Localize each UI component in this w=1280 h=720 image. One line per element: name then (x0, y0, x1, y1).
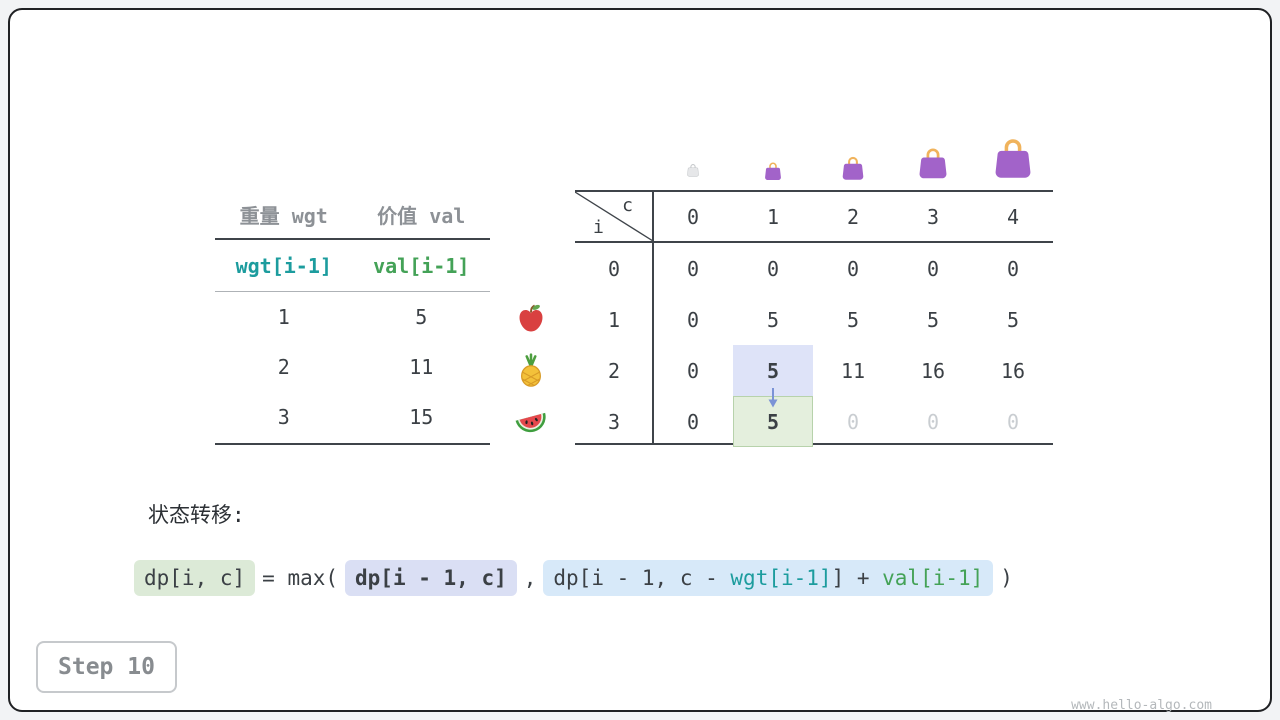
dp-cell: 0 (846, 409, 860, 434)
val-var-cell: val[i-1] (373, 253, 470, 278)
table-row: 重量 wgt 价值 val (215, 190, 490, 240)
table-row: 3 0 5 0 0 0 (575, 396, 1053, 447)
dp-row-header: 3 (607, 409, 621, 434)
formula-arg2-prefix: dp[i - 1, c - (553, 566, 731, 590)
dp-row-header: 1 (607, 307, 621, 332)
table-row: 3 15 (215, 392, 490, 442)
dp-table-divider (652, 192, 654, 443)
weights-header-wgt: 重量 wgt (239, 203, 328, 228)
formula-close-paren: ) (1000, 566, 1013, 590)
dp-cell: 0 (1006, 409, 1020, 434)
dp-cell: 0 (686, 358, 700, 383)
wgt-cell: 1 (277, 305, 290, 329)
table-row: 2 0 5 11 16 16 (575, 345, 1053, 396)
dp-col-header: 0 (686, 204, 700, 229)
table-row: 0 0 0 0 0 0 (575, 243, 1053, 294)
dp-cell: 0 (766, 256, 780, 281)
bag-icon-capacity-4 (991, 136, 1035, 184)
formula-arg2: dp[i - 1, c - wgt[i-1]] + val[i-1] (543, 560, 994, 596)
dp-cell: 0 (926, 256, 940, 281)
formula-arg2-mid: ] + (831, 566, 883, 590)
dp-cell: 11 (840, 358, 866, 383)
step-badge: Step 10 (36, 641, 177, 693)
bag-icon-capacity-0 (686, 162, 700, 181)
dp-cell: 0 (686, 409, 700, 434)
dp-cell: 16 (1000, 358, 1026, 383)
dp-cell-highlight-source: 5 (733, 345, 813, 396)
dp-cell: 16 (920, 358, 946, 383)
dp-col-header: 1 (766, 204, 780, 229)
row-var-label: i (593, 217, 604, 238)
bag-icon-capacity-3 (916, 146, 950, 184)
table-row: c i 0 1 2 3 4 (575, 192, 1053, 243)
dp-cell-highlight-target: 5 (733, 396, 813, 447)
dp-col-header: 3 (926, 204, 940, 229)
dp-cell: 0 (1006, 256, 1020, 281)
dp-cell: 0 (926, 409, 940, 434)
formula-arg2-val: val[i-1] (882, 566, 984, 590)
weights-header-val: 价值 val (377, 203, 466, 228)
transition-formula: dp[i, c] = max( dp[i - 1, c] , dp[i - 1,… (134, 560, 1013, 596)
val-cell: 5 (415, 305, 428, 329)
val-cell: 15 (409, 405, 434, 429)
dp-cell: 5 (766, 307, 780, 332)
apple-icon (515, 303, 547, 339)
formula-eq-max: = max( (262, 566, 339, 590)
wgt-cell: 3 (277, 405, 290, 429)
val-cell: 11 (409, 355, 434, 379)
dp-cell: 5 (926, 307, 940, 332)
dp-cell: 5 (1006, 307, 1020, 332)
formula-arg1: dp[i - 1, c] (345, 560, 517, 596)
bag-icon-capacity-1 (763, 161, 783, 185)
table-row: 1 5 (215, 292, 490, 342)
dp-cell: 5 (846, 307, 860, 332)
dp-cell: 0 (686, 256, 700, 281)
table-row: 2 11 (215, 342, 490, 392)
table-row: wgt[i-1] val[i-1] (215, 240, 490, 292)
transition-arrow-icon (766, 387, 780, 413)
diagonal-line (575, 192, 653, 241)
col-var-label: c (622, 195, 633, 216)
dp-row-header: 0 (607, 256, 621, 281)
dp-row-header: 2 (607, 358, 621, 383)
wgt-var-cell: wgt[i-1] (235, 253, 332, 278)
dp-table: c i 0 1 2 3 4 0 0 0 0 0 0 1 0 5 5 5 5 2 … (575, 190, 1053, 447)
formula-arg2-wgt: wgt[i-1] (730, 566, 832, 590)
watermark: www.hello-algo.com (1071, 698, 1212, 713)
dp-col-header: 2 (846, 204, 860, 229)
formula-lhs: dp[i, c] (134, 560, 256, 596)
formula-comma: , (523, 566, 537, 590)
weights-table: 重量 wgt 价值 val wgt[i-1] val[i-1] 1 5 2 11… (215, 190, 490, 445)
watermelon-icon (513, 404, 549, 442)
dp-corner-cell: c i (575, 192, 653, 241)
pineapple-icon (514, 352, 548, 392)
bag-icon-capacity-2 (840, 155, 866, 185)
dp-cell: 0 (686, 307, 700, 332)
dp-col-header: 4 (1006, 204, 1020, 229)
table-row: 1 0 5 5 5 5 (575, 294, 1053, 345)
wgt-cell: 2 (277, 355, 290, 379)
dp-cell: 0 (846, 256, 860, 281)
transition-label: 状态转移: (148, 503, 245, 527)
